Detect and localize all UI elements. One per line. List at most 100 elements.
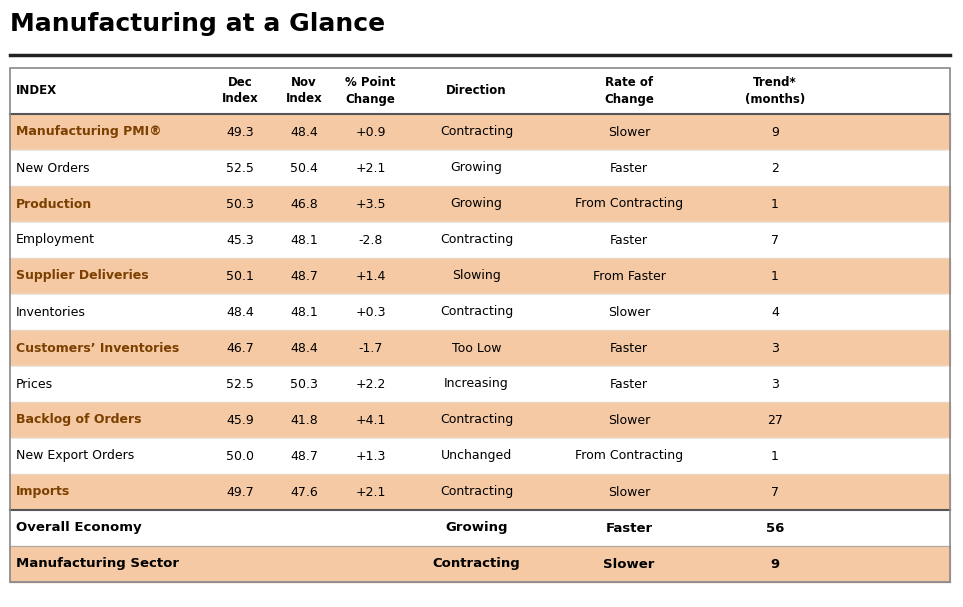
Text: +2.1: +2.1 [355, 161, 386, 174]
Text: Too Low: Too Low [452, 342, 502, 354]
Text: 48.4: 48.4 [290, 126, 318, 138]
Text: Overall Economy: Overall Economy [16, 521, 142, 535]
Text: +2.1: +2.1 [355, 486, 386, 498]
Text: +1.3: +1.3 [355, 450, 386, 463]
Text: Dec
Index: Dec Index [221, 76, 258, 106]
Text: Inventories: Inventories [16, 305, 86, 319]
Text: Slowing: Slowing [452, 270, 501, 282]
Bar [10, 150, 950, 186]
Text: Faster: Faster [606, 521, 653, 535]
Text: +0.3: +0.3 [355, 305, 386, 319]
Text: Contracting: Contracting [440, 234, 513, 246]
Text: From Contracting: From Contracting [575, 450, 683, 463]
Text: 56: 56 [766, 521, 784, 535]
Text: 45.3: 45.3 [226, 234, 254, 246]
Text: +2.2: +2.2 [355, 378, 386, 390]
Text: From Contracting: From Contracting [575, 197, 683, 211]
Text: Manufacturing Sector: Manufacturing Sector [16, 557, 179, 571]
Text: 46.8: 46.8 [290, 197, 318, 211]
Text: Slower: Slower [608, 305, 650, 319]
Text: 49.3: 49.3 [226, 126, 254, 138]
Text: Manufacturing PMI®: Manufacturing PMI® [16, 126, 162, 138]
Text: 45.9: 45.9 [226, 413, 254, 427]
Text: Contracting: Contracting [432, 557, 520, 571]
Text: 50.1: 50.1 [226, 270, 254, 282]
Bar [10, 68, 950, 582]
Text: Slower: Slower [603, 557, 655, 571]
Bar [10, 366, 950, 402]
Text: 47.6: 47.6 [290, 486, 318, 498]
Bar [10, 402, 950, 438]
Text: % Point
Change: % Point Change [346, 76, 396, 106]
Text: +0.9: +0.9 [355, 126, 386, 138]
Bar [10, 438, 950, 474]
Text: +4.1: +4.1 [355, 413, 386, 427]
Text: Supplier Deliveries: Supplier Deliveries [16, 270, 148, 282]
Text: +3.5: +3.5 [355, 197, 386, 211]
Text: 1: 1 [771, 197, 779, 211]
Text: 48.7: 48.7 [290, 270, 318, 282]
Bar [10, 186, 950, 222]
Text: 52.5: 52.5 [226, 378, 254, 390]
Text: 3: 3 [771, 378, 779, 390]
Text: Growing: Growing [451, 197, 503, 211]
Text: 48.7: 48.7 [290, 450, 318, 463]
Text: 48.1: 48.1 [290, 234, 318, 246]
Text: 50.3: 50.3 [226, 197, 254, 211]
Text: Trend*
(months): Trend* (months) [744, 76, 805, 106]
Text: New Export Orders: New Export Orders [16, 450, 134, 463]
Bar [10, 258, 950, 294]
Text: 50.0: 50.0 [226, 450, 254, 463]
Text: 7: 7 [771, 486, 779, 498]
Text: 7: 7 [771, 234, 779, 246]
Text: Increasing: Increasing [444, 378, 508, 390]
Bar [10, 510, 950, 546]
Text: Contracting: Contracting [440, 126, 513, 138]
Text: Growing: Growing [445, 521, 508, 535]
Text: 46.7: 46.7 [226, 342, 254, 354]
Text: 3: 3 [771, 342, 779, 354]
Bar [10, 68, 950, 114]
Text: Imports: Imports [16, 486, 70, 498]
Text: 52.5: 52.5 [226, 161, 254, 174]
Text: -1.7: -1.7 [358, 342, 382, 354]
Bar [10, 330, 950, 366]
Text: Slower: Slower [608, 486, 650, 498]
Text: New Orders: New Orders [16, 161, 90, 174]
Bar [10, 546, 950, 582]
Text: Faster: Faster [610, 342, 648, 354]
Text: 9: 9 [771, 126, 779, 138]
Text: Faster: Faster [610, 234, 648, 246]
Text: 9: 9 [770, 557, 780, 571]
Text: 48.1: 48.1 [290, 305, 318, 319]
Bar [10, 474, 950, 510]
Text: 49.7: 49.7 [226, 486, 254, 498]
Text: Employment: Employment [16, 234, 95, 246]
Text: Direction: Direction [446, 84, 507, 98]
Text: +1.4: +1.4 [355, 270, 386, 282]
Text: Customers’ Inventories: Customers’ Inventories [16, 342, 179, 354]
Text: 48.4: 48.4 [290, 342, 318, 354]
Text: Faster: Faster [610, 378, 648, 390]
Text: 2: 2 [771, 161, 779, 174]
Text: Backlog of Orders: Backlog of Orders [16, 413, 142, 427]
Text: Growing: Growing [451, 161, 503, 174]
Text: From Faster: From Faster [592, 270, 665, 282]
Text: INDEX: INDEX [16, 84, 57, 98]
Text: Production: Production [16, 197, 92, 211]
Text: Contracting: Contracting [440, 413, 513, 427]
Text: Slower: Slower [608, 413, 650, 427]
Text: Manufacturing at a Glance: Manufacturing at a Glance [10, 12, 385, 36]
Text: -2.8: -2.8 [358, 234, 382, 246]
Text: 4: 4 [771, 305, 779, 319]
Text: Contracting: Contracting [440, 305, 513, 319]
Text: Unchanged: Unchanged [441, 450, 512, 463]
Text: Rate of
Change: Rate of Change [604, 76, 654, 106]
Text: 50.4: 50.4 [290, 161, 318, 174]
Text: 27: 27 [768, 413, 783, 427]
Text: 1: 1 [771, 450, 779, 463]
Text: Slower: Slower [608, 126, 650, 138]
Text: Contracting: Contracting [440, 486, 513, 498]
Bar [10, 222, 950, 258]
Text: Faster: Faster [610, 161, 648, 174]
